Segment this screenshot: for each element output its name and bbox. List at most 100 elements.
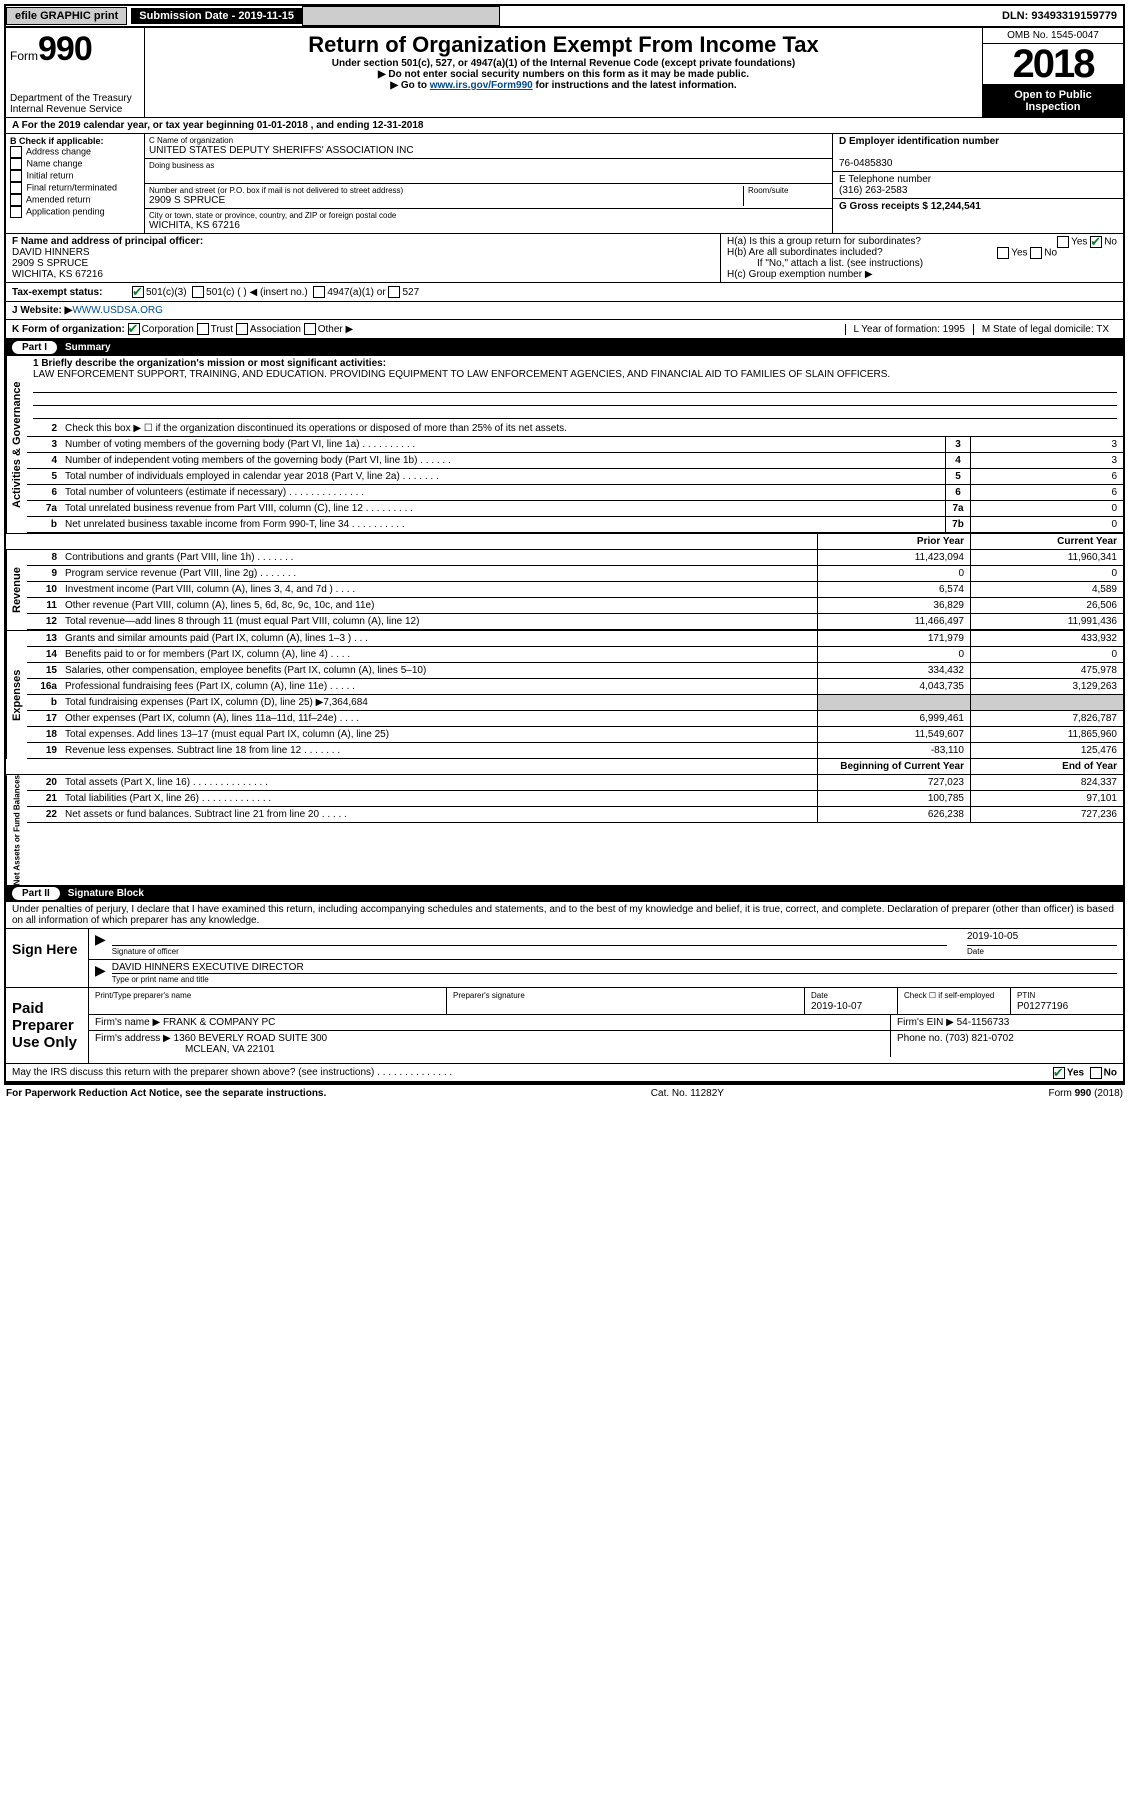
part1-pill: Part I [12,341,57,354]
blank-button[interactable] [302,6,500,26]
col-c: C Name of organization UNITED STATES DEP… [145,134,832,233]
discuss-yes-chk[interactable] [1053,1067,1065,1079]
firm-label: Firm's name ▶ [95,1017,160,1028]
chk-assoc[interactable] [236,323,248,335]
chk-corp[interactable] [128,323,140,335]
part1-title: Summary [65,342,111,353]
block-fh: F Name and address of principal officer:… [6,234,1123,283]
tel-cell: E Telephone number (316) 263-2583 [833,172,1123,199]
ha-no[interactable]: No [1104,237,1117,248]
tel-label: E Telephone number [839,174,931,185]
line-6: 6Total number of volunteers (estimate if… [27,485,1123,501]
dln-label: DLN: 93493319159779 [1002,10,1123,22]
firm-addr2: MCLEAN, VA 22101 [95,1044,275,1055]
tel-val: (316) 263-2583 [839,185,907,196]
o-corp: Corporation [142,324,194,335]
addr-label: Number and street (or P.O. box if mail i… [149,186,739,195]
name-label: C Name of organization [149,136,828,145]
sig-date: 2019-10-05 [967,931,1117,946]
mission-text: LAW ENFORCEMENT SUPPORT, TRAINING, AND E… [33,369,890,380]
line-16a: 16aProfessional fundraising fees (Part I… [27,679,1123,695]
prior-curr-header: Prior Year Current Year [6,533,1123,550]
addr-cell: Number and street (or P.O. box if mail i… [145,184,832,209]
line-18: 18Total expenses. Add lines 13–17 (must … [27,727,1123,743]
chk-trust[interactable] [197,323,209,335]
col-h: H(a) Is this a group return for subordin… [720,234,1123,282]
o-501c: 501(c) ( ) ◀ (insert no.) [206,287,308,298]
officer-print-name: DAVID HINNERS EXECUTIVE DIRECTOR [112,962,1117,974]
part2-header: Part II Signature Block [6,885,1123,902]
sub3-post: for instructions and the latest informat… [533,80,737,91]
line-8: 8Contributions and grants (Part VIII, li… [27,550,1123,566]
website-link[interactable]: WWW.USDSA.ORG [72,305,163,316]
hb-yes[interactable]: Yes [1011,248,1027,259]
subtitle-3: ▶ Go to www.irs.gov/Form990 for instruct… [151,80,976,91]
col-b-checkboxes: B Check if applicable: Address change Na… [6,134,145,233]
prep-sig-label: Preparer's signature [453,991,525,1000]
line-22: 22Net assets or fund balances. Subtract … [27,807,1123,823]
prep-date: 2019-10-07 [811,1001,862,1012]
footer-left: For Paperwork Reduction Act Notice, see … [6,1088,326,1099]
line-11: 11Other revenue (Part VIII, column (A), … [27,598,1123,614]
ha-label: H(a) Is this a group return for subordin… [727,236,921,247]
line-b: bTotal fundraising expenses (Part IX, co… [27,695,1123,711]
ha-yes[interactable]: Yes [1071,237,1087,248]
dept-treasury: Department of the Treasury Internal Reve… [10,93,140,115]
col-f: F Name and address of principal officer:… [6,234,720,282]
tab-activities: Activities & Governance [6,356,27,533]
discuss-no-chk[interactable] [1090,1067,1102,1079]
chk-name[interactable]: Name change [10,158,140,170]
footer: For Paperwork Reduction Act Notice, see … [4,1085,1125,1102]
dept1: Department of the Treasury [10,93,132,104]
street-addr: 2909 S SPRUCE [149,195,739,206]
chk-501c[interactable] [192,286,204,298]
chk-4947[interactable] [313,286,325,298]
netassets-section: Net Assets or Fund Balances 20Total asse… [6,775,1123,885]
tax-year: 2018 [983,44,1123,85]
tab-netassets: Net Assets or Fund Balances [6,775,27,885]
dba-cell: Doing business as [145,159,832,184]
part2-title: Signature Block [68,888,144,899]
ein-val: 76-0485830 [839,158,892,169]
chk-amended[interactable]: Amended return [10,194,140,206]
row-k: K Form of organization: Corporation Trus… [6,320,1123,339]
firm-addr1: 1360 BEVERLY ROAD SUITE 300 [174,1033,328,1044]
chk-final[interactable]: Final return/terminated [10,182,140,194]
mission-q: 1 Briefly describe the organization's mi… [33,358,386,369]
chk-address[interactable]: Address change [10,146,140,158]
chk-pending[interactable]: Application pending [10,206,140,218]
officer-name: DAVID HINNERS [12,247,90,258]
hdr-begin: Beginning of Current Year [817,759,970,774]
inspect2: Inspection [1025,101,1080,113]
chk-other[interactable] [304,323,316,335]
form-990: 990 [38,30,92,68]
header-right: OMB No. 1545-0047 2018 Open to Public In… [982,28,1123,117]
irs-link[interactable]: www.irs.gov/Form990 [430,80,533,91]
self-emp-label[interactable]: Check ☐ if self-employed [904,991,994,1000]
line-13: 13Grants and similar amounts paid (Part … [27,631,1123,647]
gross-label: G Gross receipts $ 12,244,541 [839,201,981,212]
sig-label: Signature of officer [112,947,179,956]
chk-501c3[interactable] [132,286,144,298]
chk-initial[interactable]: Initial return [10,170,140,182]
hb-label: H(b) Are all subordinates included? [727,247,883,258]
revenue-section: Revenue 8Contributions and grants (Part … [6,550,1123,630]
chk-527[interactable] [388,286,400,298]
line-7a: 7aTotal unrelated business revenue from … [27,501,1123,517]
efile-print-button[interactable]: efile GRAPHIC print [6,7,127,25]
website-label: J Website: ▶ [12,305,72,316]
hb-no[interactable]: No [1044,248,1057,259]
submission-date-button[interactable]: Submission Date - 2019-11-15 [131,8,302,24]
header-mid: Return of Organization Exempt From Incom… [145,28,982,117]
sub3-pre: ▶ Go to [390,80,429,91]
line-2: 2 Check this box ▶ ☐ if the organization… [27,421,1123,437]
header-left: Form990 Department of the Treasury Inter… [6,28,145,117]
form-container: efile GRAPHIC print Submission Date - 20… [4,4,1125,1085]
line-3: 3Number of voting members of the governi… [27,437,1123,453]
hdr-prior: Prior Year [817,534,970,549]
row-a-tax-year: A For the 2019 calendar year, or tax yea… [6,118,1123,134]
prep-date-label: Date [811,991,828,1000]
line2-text: Check this box ▶ ☐ if the organization d… [61,421,1123,436]
firm-name: FRANK & COMPANY PC [163,1017,275,1028]
hdr-end: End of Year [970,759,1123,774]
